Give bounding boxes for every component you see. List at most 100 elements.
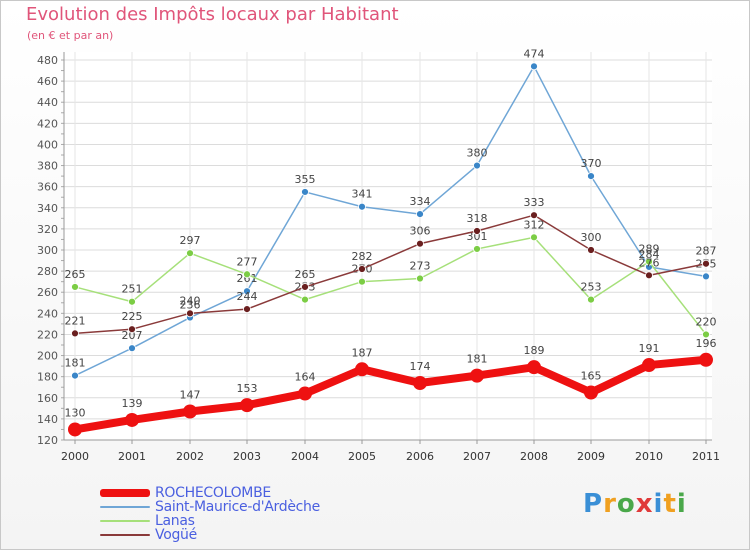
y-tick-label: 360: [37, 181, 58, 194]
data-point: [243, 305, 251, 314]
data-point: [702, 330, 710, 339]
proxiti-logo: Proxiti: [583, 489, 687, 519]
data-label: 474: [524, 47, 545, 60]
logo-letter: t: [663, 489, 677, 519]
data-label: 277: [237, 255, 258, 268]
y-tick-label: 180: [37, 371, 58, 384]
data-point: [527, 360, 541, 375]
data-label: 147: [180, 389, 201, 402]
legend-swatch: [100, 489, 150, 497]
data-point: [128, 344, 136, 353]
data-label: 301: [467, 230, 488, 243]
data-point: [416, 210, 424, 219]
data-label: 334: [410, 195, 431, 208]
data-point: [358, 265, 366, 273]
legend-label: Lanas: [155, 513, 195, 529]
legend-swatch: [100, 520, 150, 522]
data-label: 380: [467, 147, 488, 160]
data-label: 355: [295, 173, 316, 186]
data-point: [642, 358, 656, 373]
chart-legend: ROCHECOLOMBE Saint-Maurice-d'Ardèche Lan…: [100, 485, 320, 543]
data-point: [128, 325, 136, 334]
y-tick-label: 280: [37, 265, 58, 278]
data-label: 207: [122, 329, 143, 342]
data-label: 174: [410, 360, 431, 373]
y-tick-label: 380: [37, 160, 58, 173]
y-tick-label: 260: [37, 286, 58, 299]
data-point: [68, 422, 82, 437]
series-line: [74, 65, 707, 377]
data-point: [71, 283, 79, 291]
data-label: 189: [524, 344, 545, 357]
x-tick-label: 2008: [520, 450, 548, 463]
data-point: [128, 297, 136, 306]
data-point: [298, 386, 312, 401]
legend-label: ROCHECOLOMBE: [155, 485, 271, 501]
legend-label: Saint-Maurice-d'Ardèche: [155, 499, 320, 515]
legend-swatch: [100, 506, 150, 508]
data-label: 220: [696, 315, 717, 328]
data-point: [416, 274, 424, 283]
data-point: [71, 329, 79, 338]
data-point: [413, 376, 427, 390]
y-tick-label: 480: [37, 54, 58, 67]
logo-letter: x: [635, 489, 654, 519]
data-label: 196: [696, 337, 717, 350]
data-point: [125, 412, 139, 427]
x-tick-label: 2010: [635, 450, 663, 463]
data-point: [473, 227, 481, 235]
series-line: [74, 214, 707, 335]
data-label: 251: [122, 283, 143, 296]
y-tick-label: 300: [37, 244, 58, 257]
data-point: [702, 272, 710, 281]
data-label: 318: [467, 212, 488, 225]
data-label: 187: [352, 346, 373, 359]
data-point: [530, 62, 538, 71]
x-tick-label: 2002: [176, 450, 204, 463]
data-label: 139: [122, 397, 143, 410]
logo-letter: i: [676, 489, 687, 519]
y-tick-label: 460: [37, 75, 58, 88]
data-point: [243, 270, 251, 279]
data-label: 221: [65, 314, 86, 327]
logo-letter: o: [616, 489, 636, 519]
data-label: 276: [639, 256, 660, 269]
data-label: 244: [237, 290, 258, 303]
data-point: [416, 239, 424, 248]
logo-letter: r: [603, 489, 617, 519]
legend-item-vogue: Vogüé: [100, 527, 320, 543]
data-point: [355, 362, 369, 377]
data-label: 287: [696, 245, 717, 258]
legend-label: Vogüé: [155, 527, 197, 543]
data-label: 236: [180, 299, 201, 312]
data-label: 265: [65, 268, 86, 281]
data-point: [587, 246, 595, 254]
data-label: 165: [581, 370, 602, 383]
x-tick-label: 2001: [118, 450, 146, 463]
data-label: 225: [122, 310, 143, 323]
logo-letter: P: [583, 489, 604, 519]
y-tick-label: 440: [37, 96, 58, 109]
legend-item-rochecolombe: ROCHECOLOMBE: [100, 485, 320, 501]
data-point: [301, 188, 309, 196]
data-label: 164: [295, 371, 316, 384]
x-tick-label: 2003: [233, 450, 261, 463]
x-tick-label: 2009: [577, 450, 605, 463]
data-label: 153: [237, 382, 258, 395]
data-label: 181: [467, 353, 488, 366]
data-point: [473, 161, 481, 170]
x-tick-label: 2006: [406, 450, 434, 463]
x-tick-label: 2011: [692, 450, 720, 463]
y-tick-label: 160: [37, 392, 58, 405]
data-label: 341: [352, 188, 373, 201]
data-point: [301, 283, 309, 291]
data-label: 240: [180, 294, 201, 307]
data-point: [240, 398, 254, 413]
data-point: [584, 385, 598, 400]
data-label: 130: [65, 406, 86, 419]
legend-item-saint-maurice: Saint-Maurice-d'Ardèche: [100, 499, 320, 515]
data-label: 300: [581, 231, 602, 244]
legend-item-lanas: Lanas: [100, 513, 320, 529]
series-line: [74, 236, 707, 336]
